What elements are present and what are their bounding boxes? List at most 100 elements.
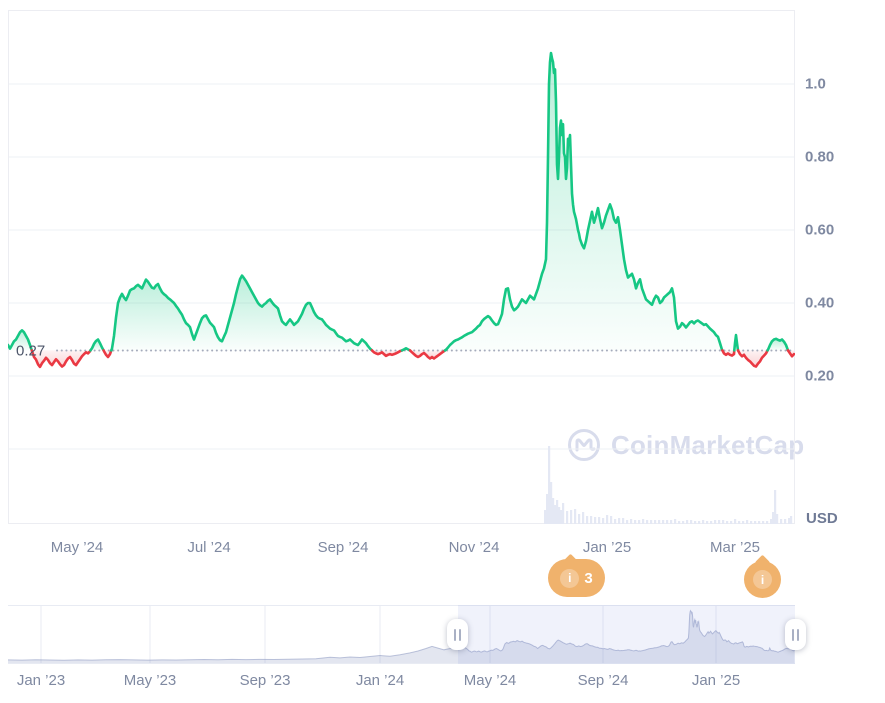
- volume-bar: [550, 482, 553, 524]
- navigator-tick-label: Sep ’24: [577, 672, 629, 689]
- area-fill-below: [31, 350, 91, 367]
- watermark-text: CoinMarketCap: [611, 429, 805, 460]
- volume-bar: [650, 520, 653, 524]
- volume-bar: [552, 498, 555, 524]
- area-fill-above: [8, 330, 32, 351]
- volume-bar: [718, 520, 721, 524]
- volume-bar: [742, 521, 745, 524]
- volume-bar: [546, 494, 549, 524]
- event-flag-badge-group[interactable]: i 3: [548, 553, 605, 597]
- volume-bar: [654, 520, 657, 524]
- x-axis-tick-label: Nov ’24: [448, 539, 500, 556]
- volume-bar: [776, 514, 779, 524]
- price-line-up: [110, 274, 374, 352]
- x-axis-tick-label: Mar ’25: [709, 539, 761, 556]
- volume-bar: [706, 521, 709, 524]
- volume-bar: [670, 520, 673, 524]
- volume-bar: [544, 510, 547, 524]
- price-line-up: [732, 333, 740, 352]
- volume-bar: [772, 512, 775, 524]
- volume-bar: [626, 520, 629, 524]
- volume-bar: [774, 490, 777, 524]
- price-line-down: [408, 349, 447, 360]
- x-axis-tick-label: May ’24: [50, 539, 104, 556]
- event-flag-badge[interactable]: i: [744, 554, 781, 598]
- volume-bar: [746, 520, 749, 524]
- range-navigator[interactable]: [8, 605, 795, 664]
- y-axis-tick-label: 0.20: [805, 367, 835, 385]
- volume-bar: [594, 517, 597, 524]
- volume-bar: [662, 520, 665, 524]
- info-icon: i: [560, 568, 580, 588]
- volume-bar: [726, 521, 729, 524]
- grip-bars-icon: [797, 628, 799, 641]
- coinmarketcap-logo-icon: [568, 429, 600, 461]
- price-line-up: [400, 346, 412, 352]
- volume-bar: [658, 520, 661, 524]
- volume-bar: [710, 521, 713, 524]
- badge-pointer-tip: [562, 553, 579, 570]
- volume-bar: [554, 505, 557, 524]
- volume-bar: [754, 521, 757, 524]
- volume-bar: [678, 521, 681, 524]
- volume-bar: [698, 521, 701, 524]
- volume-bar: [666, 520, 669, 524]
- volume-bar: [766, 521, 769, 524]
- volume-bar: [790, 516, 793, 524]
- volume-bar: [622, 518, 625, 524]
- area-fill-below: [738, 350, 768, 367]
- price-line-down: [721, 349, 736, 357]
- volume-bar: [634, 520, 637, 524]
- area-fill-above: [111, 275, 373, 351]
- volume-bar: [614, 519, 617, 524]
- navigator-left-handle[interactable]: [447, 619, 468, 650]
- volume-bar: [556, 500, 559, 524]
- price-line-down: [102, 349, 113, 359]
- info-icon: i: [753, 570, 772, 589]
- volume-bar: [582, 512, 585, 524]
- volume-bar: [606, 515, 609, 524]
- grip-bars-icon: [454, 628, 456, 641]
- volume-bar: [682, 521, 685, 524]
- main-chart-canvas[interactable]: [8, 10, 795, 524]
- volume-bar: [686, 520, 689, 524]
- event-count: 3: [584, 569, 593, 587]
- volume-bar: [570, 510, 573, 524]
- y-axis-tick-label: 1.0: [805, 75, 826, 93]
- navigator-right-handle[interactable]: [785, 619, 806, 650]
- volume-bar: [630, 519, 633, 524]
- volume-bar: [694, 521, 697, 524]
- price-line-up: [766, 337, 790, 352]
- navigator-tick-label: Jan ’25: [691, 672, 741, 689]
- navigator-tick-label: Sep ’23: [239, 672, 291, 689]
- volume-bar: [750, 521, 753, 524]
- volume-bar: [730, 521, 733, 524]
- minimap-area: [8, 610, 795, 663]
- volume-bar: [618, 518, 621, 524]
- volume-bar: [784, 519, 787, 524]
- volume-bar: [646, 520, 649, 524]
- volume-bar: [758, 521, 761, 524]
- volume-bar: [722, 520, 725, 524]
- area-fill-below: [372, 350, 402, 356]
- y-axis-tick-label: 0.80: [805, 148, 835, 166]
- currency-unit-label: USD: [806, 510, 838, 527]
- navigator-tick-label: Jan ’23: [16, 672, 66, 689]
- badge-pointer-tip: [754, 554, 771, 571]
- volume-bar: [560, 510, 563, 524]
- minimap-line: [8, 609, 795, 661]
- price-line-up: [443, 51, 724, 352]
- volume-bar: [548, 446, 551, 524]
- volume-bar: [690, 520, 693, 524]
- volume-bar: [762, 521, 765, 524]
- volume-bar: [566, 511, 569, 524]
- volume-bar: [602, 518, 605, 524]
- area-fill-above: [90, 339, 104, 351]
- watermark: CoinMarketCap: [566, 427, 804, 463]
- price-line-up: [8, 329, 34, 352]
- navigator-selected-range[interactable]: [458, 605, 795, 664]
- volume-bar: [674, 519, 677, 524]
- navigator-tick-label: May ’23: [123, 672, 177, 689]
- volume-bar: [780, 519, 783, 524]
- navigator-tick-label: May ’24: [463, 672, 517, 689]
